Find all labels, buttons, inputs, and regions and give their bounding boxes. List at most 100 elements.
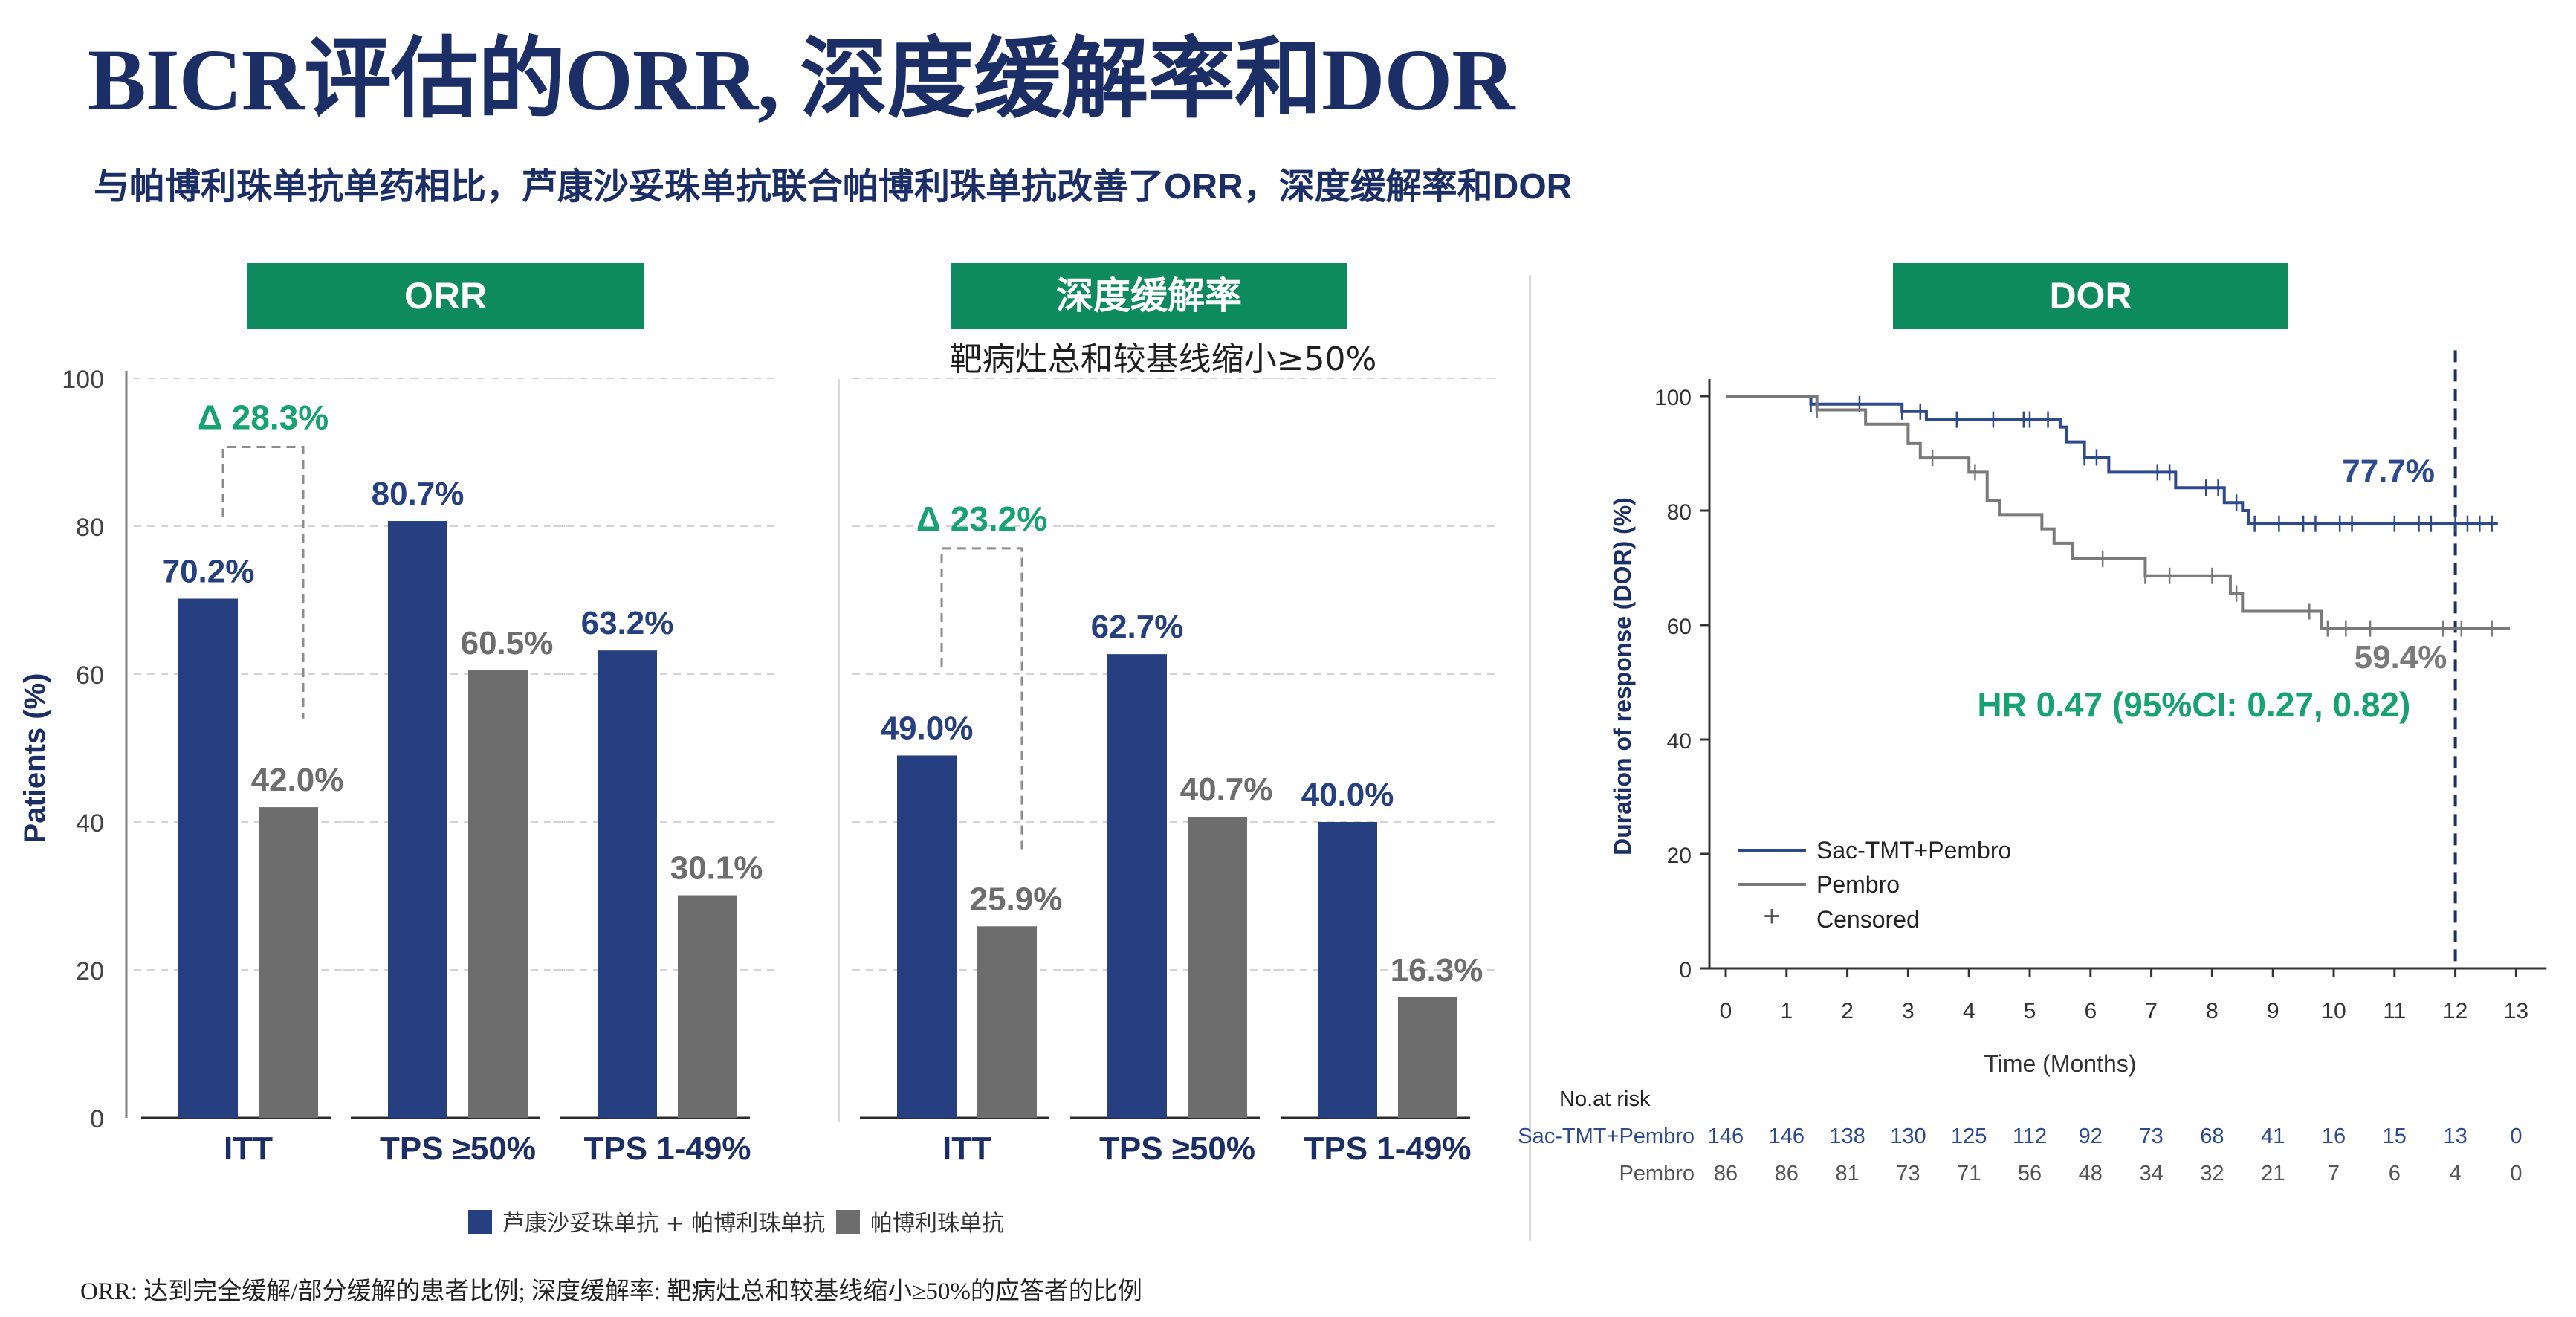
bar-mono [468, 670, 528, 1118]
data-label-combo: 70.2% [162, 554, 255, 590]
risk-cell: 125 [1951, 1125, 1987, 1148]
km-y-tick-label: 80 [1667, 500, 1692, 525]
bar-mono [977, 926, 1037, 1118]
risk-cell: 0 [2510, 1125, 2522, 1148]
dor-header: DOR [1893, 263, 2288, 329]
km-x-tick-label: 5 [2024, 999, 2036, 1023]
risk-cell: 15 [2383, 1125, 2407, 1148]
bar-combo [1107, 654, 1167, 1118]
risk-row-label: Pembro [1619, 1162, 1695, 1185]
page-title: BICR评估的ORR, 深度缓解率和DOR [88, 31, 1515, 129]
km-x-tick-label: 8 [2206, 999, 2219, 1023]
category-label: TPS 1-49% [1304, 1130, 1472, 1167]
y-tick-label: 40 [76, 809, 104, 838]
y-tick-label: 80 [76, 514, 104, 542]
risk-cell: 21 [2261, 1162, 2285, 1185]
km-legend-censor-mark: + [1763, 900, 1780, 933]
km-y-axis-label: Duration of response (DOR) (%) [1609, 497, 1636, 855]
bar-combo [178, 598, 238, 1118]
km-x-tick-label: 3 [1902, 999, 1915, 1023]
km-x-tick-label: 7 [2145, 999, 2158, 1023]
bar-mono [259, 807, 318, 1118]
risk-table-title: No.at risk [1559, 1087, 1651, 1111]
km-x-tick-label: 11 [2383, 999, 2406, 1023]
km-legend-label-combo: Sac-TMT+Pembro [1816, 837, 2011, 864]
delta-bracket [940, 547, 1023, 852]
km-x-tick-label: 2 [1841, 999, 1854, 1023]
km-y-tick-label: 20 [1667, 844, 1692, 868]
risk-cell: 4 [2450, 1162, 2462, 1185]
legend-label-mono: 帕博利珠单抗 [870, 1211, 1004, 1237]
delta-label: Δ 28.3% [198, 398, 329, 437]
category-label: TPS ≥50% [1099, 1130, 1255, 1167]
page-subtitle: 与帕博利珠单抗单药相比，芦康沙妥珠单抗联合帕博利珠单抗改善了ORR，深度缓解率和… [94, 167, 1573, 207]
km-legend-label-mono: Pembro [1816, 871, 1900, 898]
y-tick-label: 60 [76, 661, 104, 690]
km-x-tick-label: 10 [2321, 999, 2346, 1023]
km-label-mono: 59.4% [2355, 639, 2447, 676]
risk-cell: 48 [2079, 1162, 2103, 1185]
data-label-mono: 60.5% [461, 625, 554, 661]
bar-mono [678, 895, 737, 1118]
km-x-axis-label: Time (Months) [1984, 1050, 2136, 1077]
km-legend-label-censored: Censored [1816, 906, 1920, 933]
km-y-tick-label: 60 [1667, 615, 1692, 639]
y-tick-label: 20 [76, 957, 104, 986]
category-label: TPS 1-49% [584, 1130, 751, 1167]
risk-cell: 130 [1890, 1125, 1926, 1148]
hazard-ratio-annotation: HR 0.47 (95%CI: 0.27, 0.82) [1977, 685, 2410, 724]
risk-cell: 56 [2018, 1162, 2042, 1185]
km-y-tick-label: 40 [1667, 729, 1692, 754]
data-label-combo: 40.0% [1301, 777, 1394, 813]
deep-response-header: 深度缓解率 [951, 263, 1347, 329]
risk-cell: 71 [1957, 1162, 1981, 1185]
risk-cell: 32 [2200, 1162, 2224, 1185]
risk-cell: 73 [2139, 1125, 2163, 1148]
delta-label: Δ 23.2% [916, 499, 1047, 538]
km-y-tick-label: 0 [1679, 958, 1692, 983]
risk-cell: 86 [1714, 1162, 1738, 1185]
data-label-combo: 63.2% [581, 605, 674, 641]
category-label: ITT [224, 1130, 273, 1167]
deep-response-caption: 靶病灶总和较基线缩小≥50% [950, 340, 1377, 378]
risk-cell: 146 [1708, 1125, 1744, 1148]
km-x-tick-label: 13 [2504, 999, 2528, 1023]
km-x-tick-label: 1 [1780, 999, 1793, 1023]
data-label-combo: 80.7% [372, 476, 465, 512]
km-x-tick-label: 4 [1963, 999, 1975, 1023]
orr-header: ORR [247, 263, 644, 329]
category-label: TPS ≥50% [380, 1130, 536, 1167]
legend-label-combo: 芦康沙妥珠单抗 + 帕博利珠单抗 [502, 1211, 825, 1237]
data-label-mono: 42.0% [251, 762, 344, 798]
km-x-tick-label: 0 [1720, 999, 1732, 1023]
data-label-mono: 25.9% [970, 881, 1063, 917]
risk-cell: 7 [2328, 1162, 2340, 1185]
risk-cell: 13 [2443, 1125, 2467, 1148]
risk-cell: 86 [1775, 1162, 1799, 1185]
bar-combo [1318, 822, 1377, 1118]
risk-row-label: Sac-TMT+Pembro [1518, 1125, 1695, 1148]
risk-cell: 112 [2013, 1125, 2047, 1148]
risk-cell: 138 [1829, 1125, 1865, 1148]
km-x-tick-label: 12 [2443, 999, 2467, 1023]
risk-cell: 73 [1896, 1162, 1920, 1185]
y-axis-label: Patients (%) [19, 673, 51, 844]
risk-cell: 68 [2200, 1125, 2224, 1148]
bar-combo [598, 650, 657, 1118]
y-tick-label: 100 [62, 366, 104, 394]
data-label-mono: 40.7% [1180, 771, 1273, 808]
km-y-tick-label: 100 [1654, 386, 1692, 410]
km-curve-mono [1726, 395, 2511, 630]
legend-swatch-combo [468, 1210, 492, 1234]
risk-cell: 0 [2510, 1162, 2522, 1185]
risk-cell: 81 [1835, 1162, 1859, 1185]
footnote: ORR: 达到完全缓解/部分缓解的患者比例; 深度缓解率: 靶病灶总和较基线缩小… [80, 1278, 1142, 1305]
bar-mono [1398, 997, 1457, 1118]
data-label-mono: 16.3% [1391, 952, 1483, 988]
data-label-mono: 30.1% [670, 850, 763, 887]
category-label: ITT [942, 1130, 991, 1167]
risk-cell: 16 [2322, 1125, 2346, 1148]
risk-cell: 34 [2139, 1162, 2163, 1185]
